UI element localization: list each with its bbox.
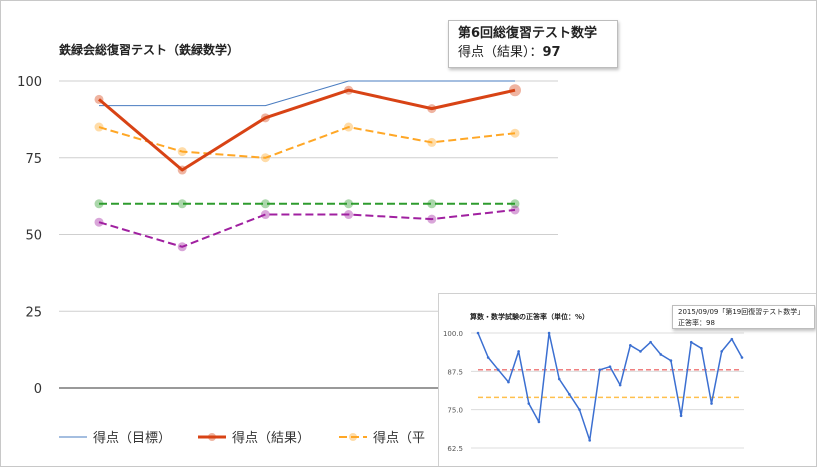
inset-y-tick-label: 100.0 — [443, 330, 463, 338]
inset-point — [700, 347, 703, 350]
main-point — [177, 165, 187, 175]
inset-point — [629, 343, 632, 347]
inset-point — [568, 393, 571, 396]
inset-point — [598, 368, 602, 372]
inset-tooltip-value: 98 — [706, 319, 715, 327]
main-point — [177, 199, 187, 209]
legend-label-2: 得点（平 — [373, 430, 425, 446]
inset-point — [517, 350, 520, 353]
legend-label-0: 得点（目標） — [93, 430, 171, 446]
main-tooltip-value: 97 — [542, 45, 561, 60]
inset-tooltip-label: 正答率： — [678, 319, 706, 327]
main-point — [344, 210, 354, 220]
main-point — [427, 214, 437, 224]
main-point — [510, 199, 520, 209]
main-point — [344, 199, 354, 209]
main-point — [344, 85, 354, 95]
inset-point — [537, 420, 541, 424]
main-series-line-1 — [98, 88, 516, 172]
legend-marker-1 — [208, 433, 216, 441]
main-y-tick-label: 75 — [25, 152, 42, 167]
main-series-line-4 — [98, 208, 516, 248]
inset-chart-title: 算数・数学試験の正答率（単位：%） — [469, 312, 589, 321]
main-point — [509, 84, 521, 97]
inset-point — [608, 365, 612, 369]
main-y-tick-label: 50 — [25, 229, 42, 244]
main-point — [94, 94, 104, 104]
main-point — [260, 210, 270, 220]
inset-reference-lines — [478, 369, 742, 399]
inset-y-tick-label: 75.0 — [447, 407, 463, 415]
main-y-tick-label: 100 — [17, 75, 42, 90]
inset-chart-panel: 算数・数学試験の正答率（単位：%） 100.0 87.5 75.0 62.5 2015… — [438, 293, 816, 466]
inset-point — [679, 414, 683, 418]
main-point — [510, 205, 520, 215]
inset-y-tick-label: 62.5 — [447, 445, 463, 453]
main-series-line-2 — [98, 126, 516, 159]
inset-point — [547, 331, 551, 335]
inset-chart: 算数・数学試験の正答率（単位：%） 100.0 87.5 75.0 62.5 — [443, 312, 744, 453]
inset-point — [730, 337, 734, 341]
main-point — [427, 199, 437, 209]
main-tooltip-value-line: 得点（結果）：97 — [458, 43, 608, 63]
main-tooltip-title: 第6回総復習テスト数学 — [458, 26, 598, 41]
main-point — [177, 242, 187, 252]
main-y-tick-label: 25 — [25, 305, 42, 320]
main-point — [94, 199, 104, 209]
main-points — [94, 84, 521, 252]
main-series — [98, 80, 516, 248]
inset-point — [710, 402, 713, 405]
inset-y-tick-label: 87.5 — [447, 368, 463, 376]
inset-point — [588, 439, 591, 442]
main-point — [510, 128, 520, 138]
inset-point — [649, 340, 652, 344]
main-tooltip-label: 得点（結果）： — [458, 45, 543, 60]
legend-marker-2 — [349, 433, 357, 441]
main-y-axis-ticks: 100 75 50 25 0 — [17, 75, 42, 397]
inset-point — [639, 350, 642, 353]
inset-point — [557, 377, 561, 381]
inset-grid — [471, 332, 744, 449]
inset-tooltip: 2015/09/09「第19回復習テスト数学」 正答率：98 — [672, 305, 815, 329]
inset-point — [689, 340, 693, 344]
main-series-line-0 — [99, 80, 515, 107]
inset-point — [476, 331, 480, 335]
main-point — [427, 137, 437, 147]
inset-point — [659, 353, 663, 356]
main-y-tick-label: 0 — [34, 382, 42, 397]
inset-point — [497, 368, 500, 372]
chart-title: 鉄緑会総復習テスト（鉄緑数学） — [59, 42, 239, 57]
legend-label-1: 得点（結果） — [232, 430, 310, 446]
main-point — [427, 104, 437, 114]
inset-point — [720, 350, 723, 353]
inset-tooltip-title: 2015/09/09「第19回復習テスト数学」 — [678, 308, 805, 316]
main-point — [94, 217, 104, 227]
main-legend: 得点（目標） 得点（結果） 得点（平 — [59, 430, 425, 446]
main-tooltip: 第6回総復習テスト数学 得点（結果）：97 — [448, 20, 618, 68]
main-point — [260, 153, 270, 163]
inset-point — [527, 402, 531, 405]
inset-points — [476, 331, 744, 442]
inset-point — [486, 356, 490, 359]
main-point — [94, 122, 104, 132]
main-point — [177, 147, 187, 157]
inset-point — [740, 356, 744, 359]
inset-point — [507, 380, 510, 384]
inset-point — [669, 359, 673, 362]
main-point — [344, 122, 354, 132]
inset-point — [618, 383, 622, 387]
main-point — [260, 113, 270, 123]
main-point — [260, 199, 270, 209]
inset-point — [578, 408, 581, 411]
inset-y-axis-ticks: 100.0 87.5 75.0 62.5 — [443, 330, 463, 453]
inset-tooltip-value-line: 正答率：98 — [678, 318, 809, 328]
